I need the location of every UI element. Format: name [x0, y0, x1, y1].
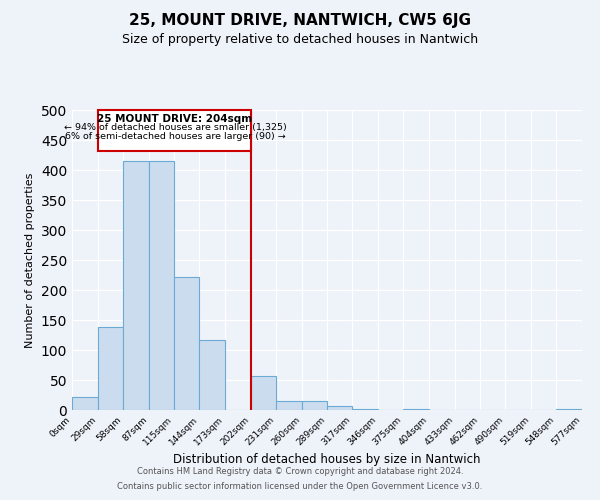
Text: 6% of semi-detached houses are larger (90) →: 6% of semi-detached houses are larger (9… — [65, 132, 286, 140]
Bar — [149, 161, 173, 410]
Text: Contains public sector information licensed under the Open Government Licence v3: Contains public sector information licen… — [118, 482, 482, 491]
Bar — [98, 110, 251, 151]
Text: 25 MOUNT DRIVE: 204sqm: 25 MOUNT DRIVE: 204sqm — [97, 114, 251, 124]
Text: Size of property relative to detached houses in Nantwich: Size of property relative to detached ho… — [122, 32, 478, 46]
Text: 25, MOUNT DRIVE, NANTWICH, CW5 6JG: 25, MOUNT DRIVE, NANTWICH, CW5 6JG — [129, 12, 471, 28]
X-axis label: Distribution of detached houses by size in Nantwich: Distribution of detached houses by size … — [173, 452, 481, 466]
Bar — [251, 376, 276, 410]
Bar — [302, 401, 328, 410]
Bar — [173, 277, 199, 410]
Bar — [98, 327, 123, 410]
Bar — [72, 397, 98, 410]
Bar — [123, 161, 149, 410]
Bar — [199, 340, 225, 410]
Bar — [276, 401, 302, 410]
Bar — [328, 406, 352, 410]
Text: Contains HM Land Registry data © Crown copyright and database right 2024.: Contains HM Land Registry data © Crown c… — [137, 467, 463, 476]
Y-axis label: Number of detached properties: Number of detached properties — [25, 172, 35, 348]
Text: ← 94% of detached houses are smaller (1,325): ← 94% of detached houses are smaller (1,… — [64, 122, 287, 132]
